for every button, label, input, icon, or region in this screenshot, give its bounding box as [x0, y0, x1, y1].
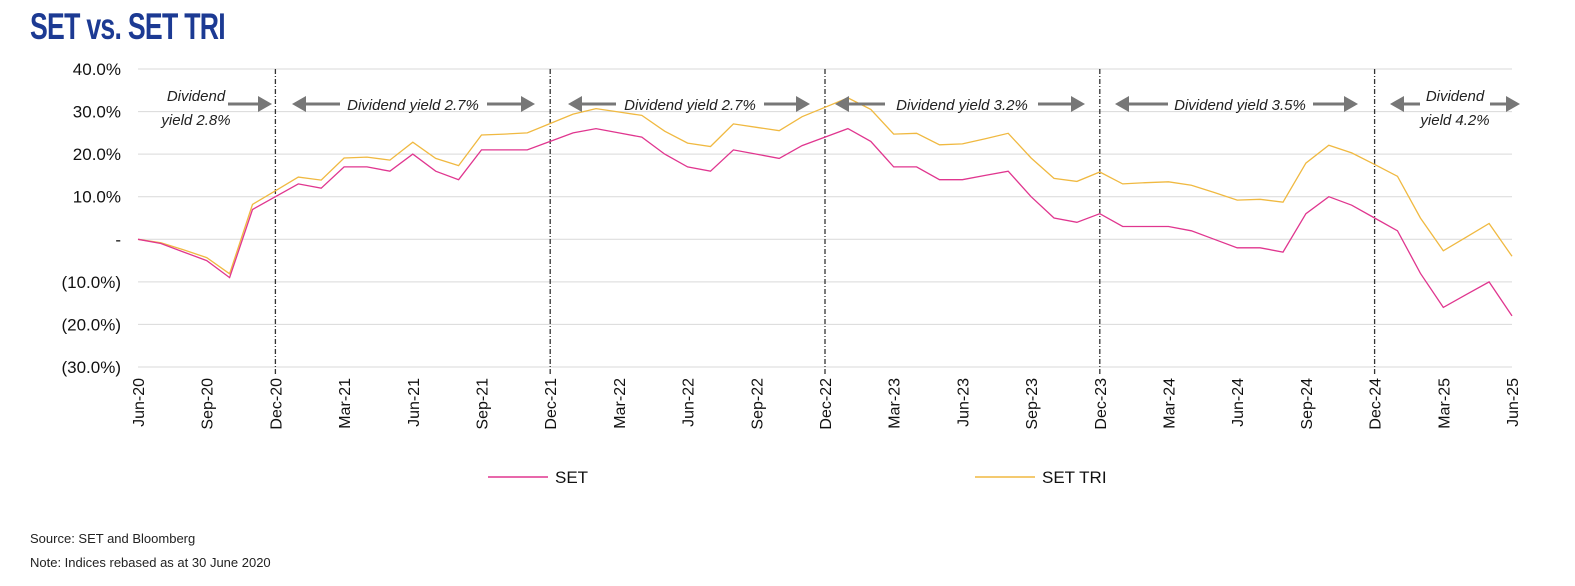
x-tick-label: Dec-24	[1368, 378, 1385, 430]
x-tick-label: Sep-24	[1299, 378, 1316, 430]
x-tick-label: Dec-22	[818, 378, 835, 430]
x-tick-label: Sep-22	[749, 378, 766, 430]
annotation-dividend-yield: Dividend yield 3.5%	[1174, 97, 1306, 114]
x-tick-label: Mar-21	[337, 378, 354, 429]
y-tick-label: 20.0%	[73, 145, 121, 164]
x-tick-label: Jun-20	[131, 378, 148, 427]
x-tick-label: Jun-24	[1230, 378, 1247, 427]
arrow-head	[1506, 96, 1520, 112]
arrow-head	[1115, 96, 1129, 112]
x-tick-label: Jun-25	[1505, 378, 1522, 427]
legend-label: SET	[555, 468, 588, 487]
arrow-head	[796, 96, 810, 112]
annotation-dividend-yield: Dividend yield 3.2%	[896, 97, 1028, 114]
chart-title: SET vs. SET TRI	[30, 6, 226, 47]
x-tick-label: Dec-21	[543, 378, 560, 430]
arrow-head	[292, 96, 306, 112]
arrow-head	[521, 96, 535, 112]
x-tick-label: Mar-23	[887, 378, 904, 429]
annotation-dividend-yield: yield 2.8%	[160, 112, 230, 129]
x-tick-label: Dec-20	[268, 378, 285, 430]
x-tick-label: Sep-23	[1024, 378, 1041, 430]
annotation-dividend-yield: Dividend yield 2.7%	[624, 97, 756, 114]
x-tick-label: Mar-25	[1436, 378, 1453, 429]
x-tick-label: Mar-24	[1162, 378, 1179, 429]
arrow-head	[1344, 96, 1358, 112]
x-tick-label: Mar-22	[612, 378, 629, 429]
legend-label: SET TRI	[1042, 468, 1107, 487]
x-tick-label: Jun-21	[406, 378, 423, 427]
annotation-dividend-yield: yield 4.2%	[1419, 112, 1489, 129]
arrow-head	[1071, 96, 1085, 112]
source-note: Source: SET and Bloomberg	[30, 531, 196, 546]
annotation-dividend-yield: Dividend	[167, 88, 226, 105]
annotation-dividend-yield: Dividend yield 2.7%	[347, 97, 479, 114]
y-tick-label: (20.0%)	[61, 315, 121, 334]
arrow-head	[835, 96, 849, 112]
x-tick-label: Sep-20	[200, 378, 217, 430]
arrow-head	[568, 96, 582, 112]
series-line-set-tri	[137, 97, 1513, 275]
x-tick-label: Jun-22	[681, 378, 698, 427]
arrow-head	[1390, 96, 1404, 112]
x-tick-label: Jun-23	[955, 378, 972, 427]
y-tick-label: (30.0%)	[61, 358, 121, 377]
y-tick-label: 30.0%	[73, 103, 121, 122]
arrow-head	[258, 96, 272, 112]
x-tick-label: Dec-23	[1093, 378, 1110, 430]
rebase-note: Note: Indices rebased as at 30 June 2020	[30, 555, 271, 570]
annotation-dividend-yield: Dividend	[1426, 88, 1485, 105]
series-line-set	[137, 127, 1513, 317]
x-tick-label: Sep-21	[475, 378, 492, 430]
y-tick-label: (10.0%)	[61, 273, 121, 292]
y-tick-label: 40.0%	[73, 60, 121, 79]
y-tick-label: 10.0%	[73, 188, 121, 207]
y-tick-label: -	[115, 230, 121, 249]
